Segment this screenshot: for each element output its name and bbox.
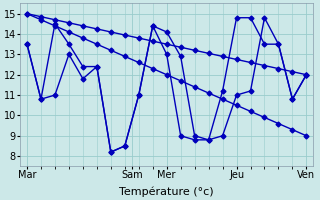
X-axis label: Température (°c): Température (°c) xyxy=(119,186,214,197)
